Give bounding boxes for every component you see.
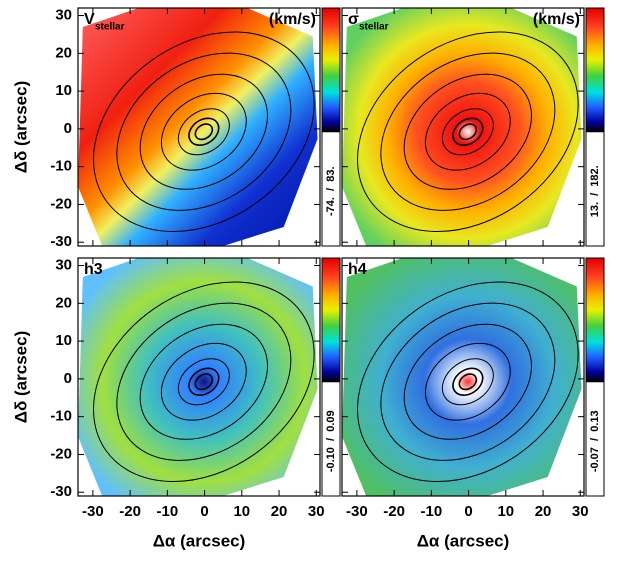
x-tick-label: 20 [271,503,288,520]
panel-title: h4 [348,261,367,278]
x-tick-label: 0 [464,503,472,520]
y-tick-label: 20 [55,44,72,61]
x-tick-label: -10 [157,503,179,520]
x-tick-label: 30 [572,503,589,520]
contour [93,281,315,483]
contour [357,281,579,483]
colorbar [585,257,605,383]
unit-label: (km/s) [269,11,316,28]
y-axis-label: Δδ (arcsec) [11,81,30,173]
x-axis-label: Δα (arcsec) [153,531,246,550]
contour [177,358,230,406]
contour [116,302,292,461]
contour [452,117,484,146]
plot-frame [77,257,321,497]
colorbar-label: -74. / 83. [325,166,337,216]
y-tick-label: 20 [55,294,72,311]
y-tick-label: 30 [55,257,72,274]
x-tick-label: -30 [82,503,104,520]
y-tick-label: -20 [50,445,72,462]
contour [424,92,511,171]
colorbar-label: 13. / 182. [589,165,601,217]
contour [441,108,494,156]
contour [458,123,478,141]
x-tick-label: -10 [421,503,443,520]
x-tick-label: -20 [119,503,141,520]
contour [403,73,532,190]
y-axis-label: Δδ (arcsec) [11,331,30,423]
unit-label: (km/s) [533,11,580,28]
contour [424,342,511,421]
map-field [78,8,318,246]
x-axis-label: Δα (arcsec) [417,531,510,550]
panel-title-sub: stellar [95,22,125,33]
contour [194,123,214,141]
contour [160,92,247,171]
map-field [342,258,582,496]
plot-frame [341,257,585,497]
contour [458,373,478,391]
x-tick-label: 30 [308,503,325,520]
colorbar [585,7,605,133]
contour [380,302,556,461]
panel-title-sub: stellar [359,22,389,33]
map-field [78,258,318,496]
panel-title: σ [348,11,359,28]
contour [188,367,220,396]
y-tick-label: 10 [55,82,72,99]
panel-title: V [84,11,95,28]
x-tick-label: -20 [383,503,405,520]
contour [403,323,532,440]
x-tick-label: 10 [497,503,514,520]
colorbar-label: -0.10 / 0.09 [325,410,337,472]
y-tick-label: -20 [50,195,72,212]
contour [188,117,220,146]
y-tick-label: -30 [50,233,72,250]
x-tick-label: 0 [200,503,208,520]
contour [160,342,247,421]
y-tick-label: -10 [50,158,72,175]
plot-frame [341,7,585,247]
y-tick-label: 0 [64,370,72,387]
contour [139,73,268,190]
x-tick-label: 10 [233,503,250,520]
contour [452,367,484,396]
panel-title: h3 [84,261,103,278]
contour [380,52,556,211]
contour [116,52,292,211]
colorbar-label: -0.07 / 0.13 [589,410,601,472]
contour [194,373,214,391]
map-field [342,8,582,246]
y-tick-label: 0 [64,120,72,137]
contour [441,358,494,406]
contour [139,323,268,440]
contour [177,108,230,156]
x-tick-label: 20 [535,503,552,520]
colorbar [321,7,341,133]
contour [357,31,579,233]
colorbar [321,257,341,383]
x-tick-label: -30 [346,503,368,520]
y-tick-label: -10 [50,408,72,425]
plot-frame [77,7,321,247]
y-tick-label: -30 [50,483,72,500]
y-tick-label: 10 [55,332,72,349]
contour [93,31,315,233]
y-tick-label: 30 [55,7,72,24]
